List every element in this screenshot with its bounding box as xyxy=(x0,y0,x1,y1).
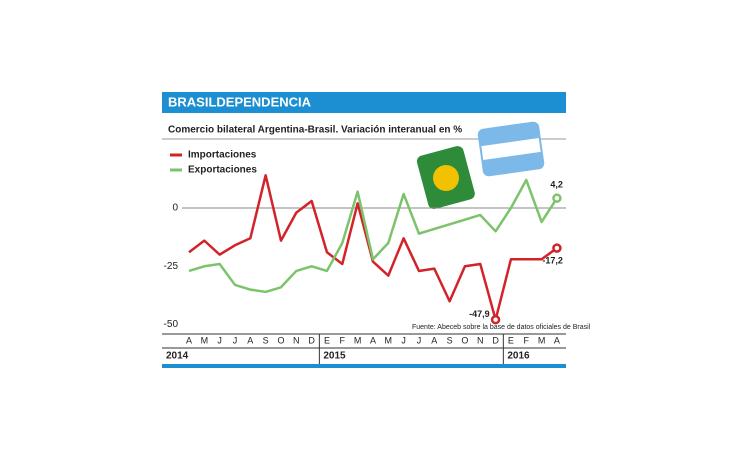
x-tick-label: J xyxy=(417,335,422,345)
series-line xyxy=(188,174,558,321)
puzzle-decoration xyxy=(416,121,545,209)
x-tick-label: D xyxy=(492,335,499,345)
footer-bar xyxy=(162,364,566,368)
legend-label: Exportaciones xyxy=(188,165,257,176)
series-line xyxy=(188,178,558,294)
x-tick-label: N xyxy=(477,335,484,345)
x-tick-label: S xyxy=(447,335,453,345)
x-tick-label: A xyxy=(431,335,437,345)
year-label: 2015 xyxy=(323,351,346,362)
x-tick-label: M xyxy=(201,335,209,345)
x-tick-label: A xyxy=(370,335,376,345)
x-tick-label: M xyxy=(538,335,546,345)
x-tick-label: E xyxy=(508,335,514,345)
x-tick-label: S xyxy=(263,335,269,345)
y-tick-label: -25 xyxy=(164,261,179,272)
x-tick-label: O xyxy=(277,335,284,345)
x-tick-label: A xyxy=(186,335,192,345)
x-tick-label: M xyxy=(354,335,362,345)
chart-title: BRASILDEPENDENCIA xyxy=(168,94,312,109)
x-tick-label: E xyxy=(324,335,330,345)
x-tick-label: M xyxy=(385,335,393,345)
x-tick-label: J xyxy=(217,335,222,345)
header-bar xyxy=(162,92,566,113)
year-label: 2014 xyxy=(166,351,189,362)
end-marker xyxy=(552,243,562,253)
x-tick-label: O xyxy=(461,335,468,345)
x-tick-label: D xyxy=(308,335,315,345)
y-tick-label: 0 xyxy=(172,203,178,214)
end-marker xyxy=(490,314,501,325)
x-tick-label: A xyxy=(554,335,560,345)
x-tick-label: F xyxy=(524,335,530,345)
end-marker xyxy=(552,193,562,203)
legend-label: Importaciones xyxy=(188,150,257,161)
year-label: 2016 xyxy=(507,351,530,362)
x-tick-label: F xyxy=(340,335,346,345)
x-tick-label: J xyxy=(401,335,406,345)
x-tick-label: A xyxy=(247,335,253,345)
value-label: 4,2 xyxy=(550,180,563,190)
subtitle: Comercio bilateral Argentina-Brasil. Var… xyxy=(168,125,462,136)
x-tick-label: N xyxy=(293,335,300,345)
x-tick-label: J xyxy=(233,335,238,345)
source: Fuente: Abeceb sobre la base de datos of… xyxy=(412,324,591,331)
value-label: -47,9 xyxy=(469,309,490,319)
value-label: -17,2 xyxy=(542,255,563,265)
y-tick-label: -50 xyxy=(164,319,179,330)
